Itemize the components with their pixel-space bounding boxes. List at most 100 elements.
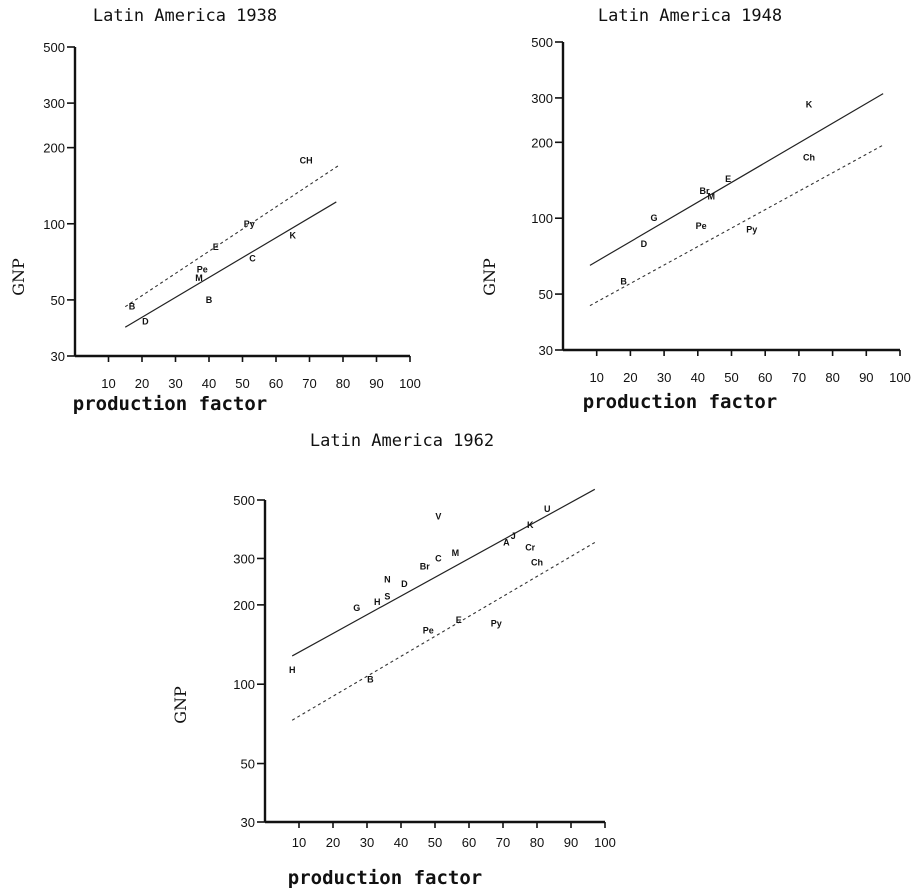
data-point: D bbox=[142, 317, 149, 327]
y-tick-label: 200 bbox=[233, 598, 255, 613]
x-tick-label: 90 bbox=[564, 835, 578, 850]
y-axis-label: GNP bbox=[171, 686, 190, 724]
x-tick-label: 60 bbox=[269, 376, 283, 391]
data-point: Pe bbox=[696, 221, 707, 231]
x-tick-label: 80 bbox=[530, 835, 544, 850]
x-tick-label: 30 bbox=[168, 376, 182, 391]
x-axis-label: production factor bbox=[583, 391, 777, 413]
data-point: H bbox=[374, 597, 381, 607]
data-point: N bbox=[384, 574, 391, 584]
chart-1938: Latin America 1938 30 50 100 200 300 500 10 20 30… bbox=[9, 6, 421, 415]
data-point: M bbox=[708, 191, 716, 201]
data-point: J bbox=[511, 531, 516, 541]
data-point: Py bbox=[244, 219, 255, 229]
x-tick-label: 20 bbox=[135, 376, 149, 391]
x-tick-label: 40 bbox=[394, 835, 408, 850]
trend-line-dashed bbox=[291, 541, 596, 721]
x-tick-label: 80 bbox=[825, 370, 839, 385]
y-tick-label: 300 bbox=[531, 91, 553, 106]
x-tick-label: 90 bbox=[369, 376, 383, 391]
x-tick-label: 10 bbox=[101, 376, 115, 391]
data-point: S bbox=[384, 592, 390, 602]
chart-1948: Latin America 1948 30 50 100 200 300 500 10 20 30… bbox=[480, 6, 911, 413]
data-point: Pe bbox=[197, 264, 208, 274]
x-tick-label: 30 bbox=[360, 835, 374, 850]
data-point: E bbox=[725, 174, 731, 184]
data-point: D bbox=[401, 579, 408, 589]
data-point: Ch bbox=[531, 557, 543, 567]
y-tick-label: 100 bbox=[233, 677, 255, 692]
data-point: Pe bbox=[423, 625, 434, 635]
x-tick-label: 50 bbox=[724, 370, 738, 385]
trend-line-solid bbox=[291, 488, 596, 657]
data-point: U bbox=[544, 504, 551, 514]
data-point: Br bbox=[420, 561, 430, 571]
data-point: M bbox=[452, 548, 460, 558]
data-point: D bbox=[641, 239, 648, 249]
data-point: B bbox=[129, 302, 136, 312]
data-point: Ch bbox=[803, 153, 815, 163]
data-point: Cr bbox=[525, 543, 535, 553]
x-tick-label: 40 bbox=[691, 370, 705, 385]
data-point: G bbox=[650, 213, 657, 223]
x-tick-label: 10 bbox=[292, 835, 306, 850]
x-axis-label: production factor bbox=[73, 393, 267, 415]
x-tick-label: 50 bbox=[428, 835, 442, 850]
x-tick-label: 100 bbox=[399, 376, 421, 391]
y-tick-label: 200 bbox=[531, 135, 553, 150]
y-tick-label: 100 bbox=[531, 211, 553, 226]
y-axis-label: GNP bbox=[9, 258, 28, 296]
x-tick-label: 20 bbox=[623, 370, 637, 385]
x-tick-label: 10 bbox=[589, 370, 603, 385]
data-point: K bbox=[806, 99, 813, 109]
y-tick-label: 50 bbox=[241, 757, 255, 772]
x-tick-label: 90 bbox=[859, 370, 873, 385]
data-point: Py bbox=[491, 618, 502, 628]
x-tick-label: 70 bbox=[302, 376, 316, 391]
data-point: A bbox=[503, 537, 510, 547]
data-point: E bbox=[213, 242, 219, 252]
y-tick-label: 30 bbox=[241, 815, 255, 830]
data-point: H bbox=[289, 665, 296, 675]
y-tick-label: 200 bbox=[43, 141, 65, 156]
x-tick-label: 70 bbox=[792, 370, 806, 385]
trend-line-solid bbox=[589, 93, 884, 266]
x-tick-label: 20 bbox=[326, 835, 340, 850]
data-point: K bbox=[527, 520, 534, 530]
x-tick-label: 40 bbox=[202, 376, 216, 391]
chart-title: Latin America 1962 bbox=[310, 431, 494, 451]
y-tick-label: 500 bbox=[531, 35, 553, 50]
x-tick-label: 100 bbox=[594, 835, 616, 850]
data-point: G bbox=[353, 603, 360, 613]
trend-line-dashed bbox=[124, 164, 340, 308]
y-tick-label: 30 bbox=[51, 349, 65, 364]
data-point: B bbox=[206, 295, 213, 305]
y-tick-label: 500 bbox=[233, 493, 255, 508]
y-tick-label: 500 bbox=[43, 40, 65, 55]
x-tick-label: 50 bbox=[235, 376, 249, 391]
data-point: C bbox=[435, 553, 442, 563]
trend-line-dashed bbox=[589, 144, 884, 307]
data-point: CH bbox=[300, 155, 313, 165]
y-tick-label: 100 bbox=[43, 217, 65, 232]
data-point: M bbox=[195, 273, 203, 283]
y-tick-label: 50 bbox=[51, 293, 65, 308]
data-point: C bbox=[249, 253, 256, 263]
y-tick-label: 300 bbox=[43, 96, 65, 111]
data-point: B bbox=[620, 277, 627, 287]
x-tick-label: 70 bbox=[496, 835, 510, 850]
y-tick-label: 30 bbox=[539, 343, 553, 358]
y-tick-label: 300 bbox=[233, 551, 255, 566]
x-tick-label: 100 bbox=[889, 370, 911, 385]
chart-title: Latin America 1948 bbox=[598, 6, 782, 26]
x-tick-label: 60 bbox=[462, 835, 476, 850]
chart-1962: Latin America 1962 30 50 100 200 300 500 10 20 30… bbox=[171, 431, 616, 889]
data-point: Br bbox=[700, 186, 710, 196]
data-point: Py bbox=[746, 225, 757, 235]
data-point: B bbox=[367, 675, 374, 685]
y-axis-label: GNP bbox=[480, 258, 499, 296]
data-point: V bbox=[435, 512, 441, 522]
x-tick-label: 30 bbox=[657, 370, 671, 385]
x-tick-label: 80 bbox=[336, 376, 350, 391]
